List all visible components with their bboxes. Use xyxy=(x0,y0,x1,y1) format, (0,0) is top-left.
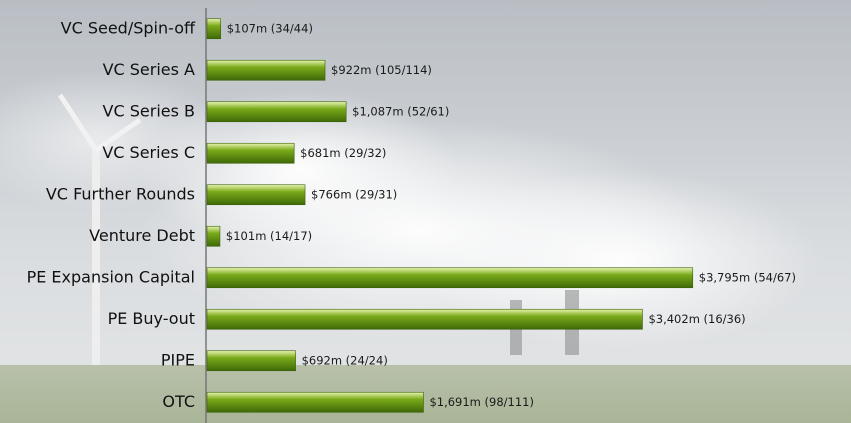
bar xyxy=(207,268,693,288)
value-label: $3,402m (16/36) xyxy=(648,312,745,326)
category-label: PE Buy-out xyxy=(108,309,195,328)
category-label: VC Series A xyxy=(103,60,195,79)
bar xyxy=(207,226,220,246)
category-label: VC Further Rounds xyxy=(46,184,195,203)
bar xyxy=(207,185,305,205)
bar xyxy=(207,309,642,329)
category-label: PIPE xyxy=(161,350,195,369)
value-label: $107m (34/44) xyxy=(227,21,313,35)
category-label: VC Series B xyxy=(103,101,195,120)
chart: VC Seed/Spin-off $107m (34/44) VC Series A… xyxy=(0,0,851,423)
value-label: $681m (29/32) xyxy=(300,146,386,160)
value-label: $692m (24/24) xyxy=(302,353,388,367)
category-label: VC Series C xyxy=(102,143,195,162)
category-label: OTC xyxy=(162,392,195,411)
bar xyxy=(207,351,296,371)
category-label: VC Seed/Spin-off xyxy=(61,18,196,37)
value-label: $101m (14/17) xyxy=(226,229,312,243)
bar xyxy=(207,19,221,39)
bar xyxy=(207,60,325,80)
value-label: $1,087m (52/61) xyxy=(352,104,449,118)
bar xyxy=(207,143,294,163)
category-label: Venture Debt xyxy=(89,226,195,245)
value-label: $766m (29/31) xyxy=(311,187,397,201)
category-label: PE Expansion Capital xyxy=(27,267,195,286)
bar xyxy=(207,392,423,412)
value-label: $3,795m (54/67) xyxy=(699,270,796,284)
bar xyxy=(207,102,346,122)
value-label: $922m (105/114) xyxy=(331,63,432,77)
value-label: $1,691m (98/111) xyxy=(429,395,534,409)
